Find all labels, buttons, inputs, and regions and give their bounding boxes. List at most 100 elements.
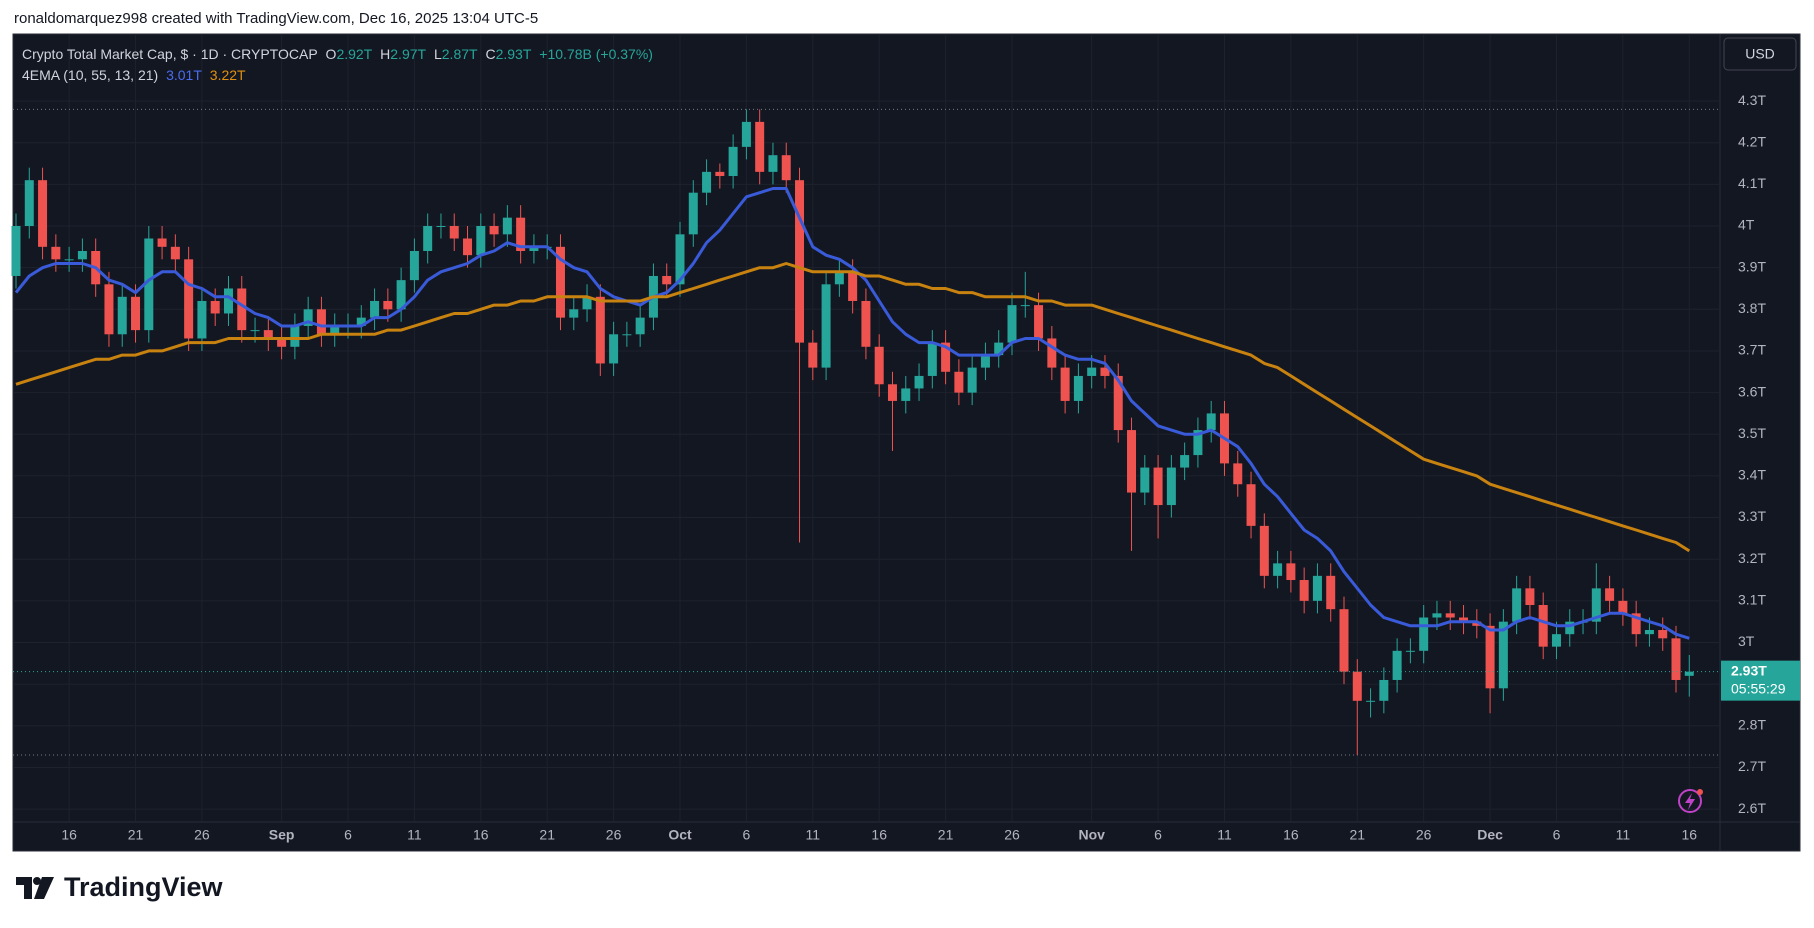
- candle-body: [688, 192, 698, 235]
- ohlc-key: O: [325, 46, 337, 62]
- candle-body: [555, 246, 565, 318]
- candle-body: [1405, 650, 1415, 652]
- candle-body: [1326, 575, 1336, 610]
- candle-body: [755, 121, 765, 172]
- candle-body: [184, 259, 194, 339]
- y-tick-label: 2.6T: [1738, 800, 1766, 816]
- candle-body: [1419, 617, 1429, 651]
- current-price-label: 2.93T: [1731, 662, 1767, 678]
- candle-body: [316, 309, 326, 335]
- candle-body: [1286, 563, 1296, 581]
- candle-body: [1671, 638, 1681, 680]
- x-tick-label: 16: [473, 827, 489, 843]
- candle-body: [715, 171, 725, 177]
- candle-body: [263, 330, 273, 339]
- candle-body: [1538, 605, 1548, 647]
- indicator-label: 4EMA (10, 55, 13, 21): [22, 67, 159, 83]
- y-tick-label: 4.3T: [1738, 92, 1766, 108]
- candle-body: [901, 388, 911, 401]
- ohlc-key: L: [433, 46, 442, 62]
- candle-body: [1246, 484, 1256, 526]
- candle-body: [1565, 621, 1575, 635]
- candle-body: [1366, 700, 1376, 702]
- y-tick-label: 4.1T: [1738, 175, 1766, 191]
- candle-body: [197, 300, 207, 339]
- candle-body: [529, 246, 539, 251]
- candle-body: [1551, 634, 1561, 647]
- candle-body: [834, 271, 844, 285]
- candle-body: [781, 155, 791, 181]
- candle-body: [927, 342, 937, 376]
- candle-body: [1605, 588, 1615, 601]
- currency-label: USD: [1745, 46, 1775, 62]
- brand: TradingView: [16, 872, 223, 903]
- ema-line: [15, 262, 1691, 553]
- candle-body: [409, 250, 419, 281]
- candle-body: [396, 280, 406, 310]
- legend-row: Crypto Total Market Cap, $ · 1D · CRYPTO…: [22, 44, 657, 65]
- y-tick-label: 3.7T: [1738, 342, 1766, 358]
- candle-body: [436, 226, 446, 228]
- indicator-value: 3.22T: [209, 67, 246, 83]
- candle-body: [237, 288, 247, 331]
- candle-body: [1684, 671, 1694, 676]
- candle-body: [516, 217, 526, 251]
- x-tick-label: Dec: [1477, 827, 1503, 843]
- brand-name: TradingView: [64, 872, 223, 902]
- candle-body: [1034, 305, 1044, 339]
- candle-body: [489, 226, 499, 235]
- x-tick-label: 16: [1283, 827, 1299, 843]
- y-tick-label: 3.2T: [1738, 550, 1766, 566]
- candle-body: [463, 238, 473, 256]
- candle-body: [1432, 613, 1442, 618]
- y-tick-label: 3T: [1738, 633, 1755, 649]
- x-tick-label: 26: [194, 827, 210, 843]
- candle-body: [290, 325, 300, 347]
- candle-body: [635, 317, 645, 335]
- candle-body: [1644, 629, 1654, 635]
- candle-body: [702, 171, 712, 193]
- candle-body: [11, 226, 21, 276]
- candle-body: [157, 238, 167, 247]
- candle-body: [1233, 463, 1243, 485]
- candle-body: [223, 288, 233, 314]
- x-tick-label: 11: [806, 827, 821, 843]
- ohlc-value: 2.93T: [495, 46, 532, 62]
- candle-body: [1312, 575, 1322, 601]
- candle-body: [383, 300, 393, 310]
- candle-body: [330, 325, 340, 335]
- candle-body: [1379, 679, 1389, 701]
- axis-labels: 2.6T2.7T2.8T2.9T3T3.1T3.2T3.3T3.4T3.5T3.…: [61, 92, 1800, 843]
- candle-body: [994, 342, 1004, 356]
- candle-body: [1631, 613, 1641, 635]
- candle-body: [980, 355, 990, 368]
- y-tick-label: 3.5T: [1738, 425, 1766, 441]
- indicator-value: 3.01T: [166, 67, 202, 83]
- candle-body: [476, 226, 486, 256]
- candle-body: [941, 342, 951, 372]
- candle-body: [1352, 671, 1362, 701]
- candle-body: [64, 259, 74, 261]
- candle-body: [1020, 305, 1030, 307]
- candle-body: [967, 367, 977, 393]
- candle-body: [1166, 467, 1176, 506]
- candle-body: [1273, 563, 1283, 576]
- currency-button[interactable]: [1723, 37, 1797, 71]
- candle-body: [144, 238, 154, 331]
- candle-body: [1193, 430, 1203, 456]
- candle-body: [914, 375, 924, 389]
- candle-body: [569, 309, 579, 318]
- candle-body: [1113, 375, 1123, 431]
- candle-body: [728, 146, 738, 177]
- y-tick-label: 3.6T: [1738, 383, 1766, 399]
- candle-body: [77, 250, 87, 260]
- candle-body: [502, 217, 512, 235]
- y-tick-label: 3.3T: [1738, 508, 1766, 524]
- ohlc-value: 2.92T: [336, 46, 373, 62]
- candle-body: [1100, 367, 1110, 376]
- candle-body: [768, 155, 778, 172]
- x-tick-label: 26: [1004, 827, 1020, 843]
- chart-panel: [12, 33, 1801, 852]
- alert-icon[interactable]: [1678, 789, 1703, 813]
